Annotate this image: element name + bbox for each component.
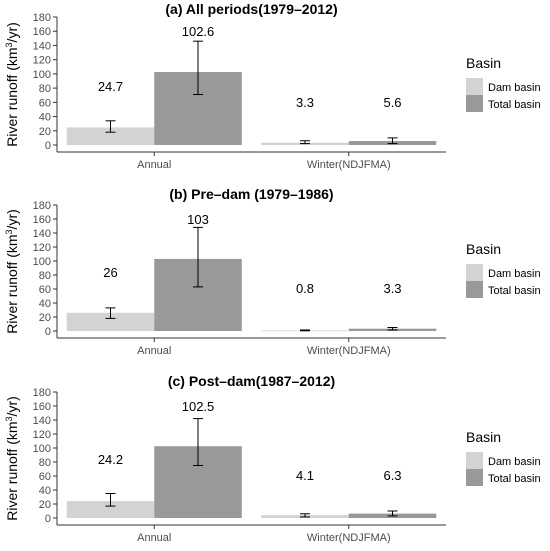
chart-title: (c) Post–dam(1987–2012) — [168, 373, 335, 389]
data-label: 4.1 — [296, 468, 314, 483]
data-label: 5.6 — [383, 95, 401, 110]
y-axis-label-sup: 3 — [4, 42, 14, 47]
legend-swatch — [466, 78, 483, 95]
y-tick-label: 60 — [39, 471, 51, 483]
y-tick-label: 80 — [39, 270, 51, 282]
legend-swatch — [466, 95, 483, 112]
y-tick-label: 100 — [33, 256, 51, 268]
y-tick-label: 20 — [39, 499, 51, 511]
y-axis-label-main: River runoff (km — [4, 234, 20, 333]
data-label: 3.3 — [383, 281, 401, 296]
y-tick-label: 60 — [39, 284, 51, 296]
y-tick-label: 40 — [39, 485, 51, 497]
y-tick-label: 120 — [33, 242, 51, 254]
legend-label: Total basin — [488, 99, 541, 111]
chart-panel-2: (c) Post–dam(1987–2012) 0 20 40 60 80 100 120 14… — [4, 373, 541, 544]
chart-panel-1: (b) Pre–dam (1979–1986) 0 20 40 60 80 100 120 14… — [4, 186, 541, 357]
y-tick-label: 140 — [33, 40, 51, 52]
data-label: 3.3 — [296, 95, 314, 110]
y-tick-label: 40 — [39, 298, 51, 310]
y-tick-label: 180 — [33, 387, 51, 399]
y-axis-label-sup: 3 — [4, 229, 14, 234]
y-axis-label: River runoff (km3/yr) — [4, 209, 20, 334]
legend-label: Total basin — [488, 473, 541, 485]
y-axis-label-tail: /yr) — [4, 22, 20, 42]
y-tick-label: 100 — [33, 69, 51, 81]
y-axis-label-main: River runoff (km — [4, 47, 20, 146]
y-tick-label: 80 — [39, 457, 51, 469]
bar — [66, 501, 155, 518]
y-tick-label: 180 — [33, 200, 51, 212]
data-label: 0.8 — [296, 281, 314, 296]
y-axis-label-tail: /yr) — [4, 209, 20, 229]
legend-label: Dam basin — [488, 82, 541, 94]
y-tick-label: 100 — [33, 443, 51, 455]
legend-label: Dam basin — [488, 268, 541, 280]
data-label: 6.3 — [383, 468, 401, 483]
y-tick-label: 180 — [33, 12, 51, 24]
y-tick-label: 20 — [39, 126, 51, 138]
y-tick-label: 80 — [39, 83, 51, 95]
y-tick-label: 120 — [33, 55, 51, 67]
legend-title: Basin — [466, 429, 501, 445]
y-tick-label: 0 — [45, 513, 51, 525]
y-tick-label: 140 — [33, 415, 51, 427]
x-tick-label: Winter(NDJFMA) — [307, 345, 391, 357]
y-tick-label: 160 — [33, 26, 51, 38]
y-tick-label: 140 — [33, 228, 51, 240]
legend-title: Basin — [466, 241, 501, 257]
y-tick-label: 40 — [39, 112, 51, 124]
y-tick-label: 20 — [39, 312, 51, 324]
chart-panel-0: (a) All periods(1979–2012) 0 20 40 60 80 100 12… — [4, 1, 541, 171]
chart-title: (a) All periods(1979–2012) — [165, 1, 337, 17]
legend-swatch — [466, 264, 483, 281]
bar — [66, 127, 155, 145]
y-tick-label: 160 — [33, 401, 51, 413]
y-tick-label: 60 — [39, 97, 51, 109]
x-tick-label: Annual — [137, 345, 171, 357]
x-tick-label: Winter(NDJFMA) — [307, 532, 391, 544]
bar — [66, 312, 155, 331]
data-label: 24.2 — [98, 452, 123, 467]
legend-swatch — [466, 469, 483, 486]
legend-swatch — [466, 281, 483, 298]
legend: Basin Dam basin Total basin — [466, 241, 541, 298]
y-axis-label-main: River runoff (km — [4, 421, 20, 520]
x-tick-label: Annual — [137, 532, 171, 544]
y-tick-label: 0 — [45, 326, 51, 338]
legend-title: Basin — [466, 55, 501, 71]
legend-swatch — [466, 452, 483, 469]
y-tick-label: 160 — [33, 214, 51, 226]
legend-label: Total basin — [488, 285, 541, 297]
y-axis-label-tail: /yr) — [4, 396, 20, 416]
y-axis-label-sup: 3 — [4, 416, 14, 421]
data-label: 102.6 — [182, 24, 215, 39]
data-label: 24.7 — [98, 79, 123, 94]
data-label: 102.5 — [182, 399, 215, 414]
y-tick-label: 0 — [45, 140, 51, 152]
y-axis-label: River runoff (km3/yr) — [4, 22, 20, 147]
chart-title: (b) Pre–dam (1979–1986) — [169, 186, 333, 202]
data-label: 26 — [103, 265, 117, 280]
y-axis-label: River runoff (km3/yr) — [4, 396, 20, 521]
y-tick-label: 120 — [33, 429, 51, 441]
x-tick-label: Winter(NDJFMA) — [307, 159, 391, 171]
legend: Basin Dam basin Total basin — [466, 55, 541, 112]
legend: Basin Dam basin Total basin — [466, 429, 541, 486]
data-label: 103 — [187, 212, 209, 227]
legend-label: Dam basin — [488, 456, 541, 468]
x-tick-label: Annual — [137, 159, 171, 171]
